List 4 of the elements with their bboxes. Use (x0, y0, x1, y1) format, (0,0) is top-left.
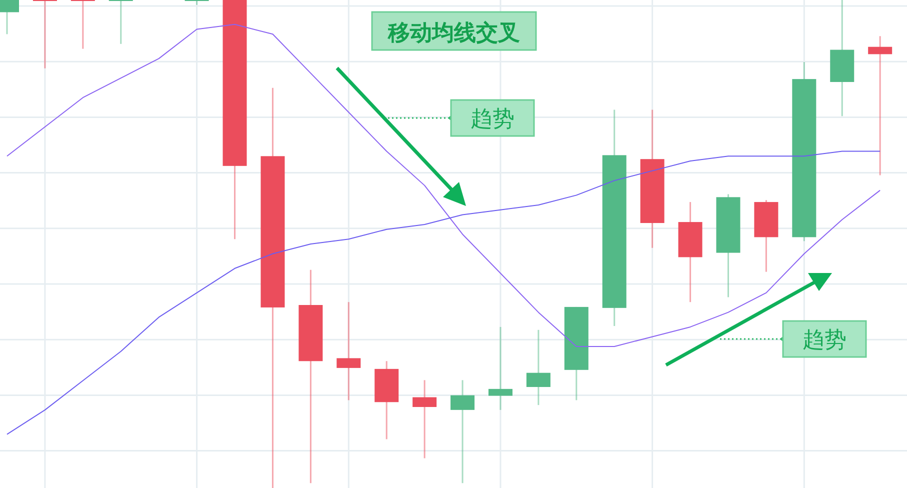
annotation: 趋势 (470, 107, 514, 132)
candlestick (184, 0, 209, 6)
text: 移动均线交叉 (387, 20, 520, 46)
annotation: 趋势 (802, 328, 846, 353)
